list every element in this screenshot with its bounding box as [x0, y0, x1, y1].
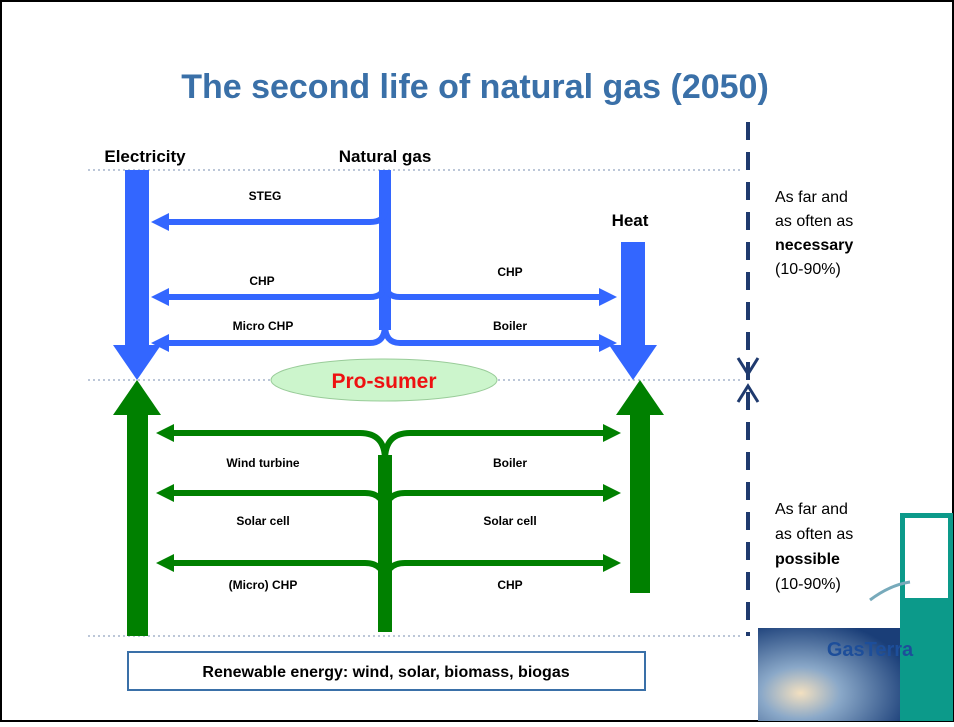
flow-label: Solar cell — [483, 514, 536, 528]
flow-label: CHP — [497, 578, 522, 592]
flow-label: CHP — [497, 265, 522, 279]
note-line: as often as — [775, 213, 853, 230]
note-line: As far and — [775, 501, 848, 518]
note-emphasis: possible — [775, 551, 840, 568]
flow-label: STEG — [249, 189, 282, 203]
flow-label: (Micro) CHP — [229, 578, 298, 592]
footer-text: Renewable energy: wind, solar, biomass, … — [202, 664, 569, 681]
slide: GasTerra The second life of natural gas … — [0, 0, 954, 722]
flow-label: Solar cell — [236, 514, 289, 528]
electricity-label: Electricity — [104, 147, 186, 166]
flow-label: Wind turbine — [226, 456, 300, 470]
note-line: As far and — [775, 189, 848, 206]
flow-label: CHP — [249, 274, 274, 288]
heat-label: Heat — [612, 211, 649, 230]
natural-gas-label: Natural gas — [339, 147, 432, 166]
prosumer-label: Pro-sumer — [331, 370, 436, 393]
flow-label: Boiler — [493, 319, 527, 333]
title: The second life of natural gas (2050) — [181, 68, 769, 106]
logo-text: GasTerra — [827, 639, 914, 661]
flow-label: Micro CHP — [233, 319, 294, 333]
note-range: (10-90%) — [775, 576, 841, 593]
note-emphasis: necessary — [775, 237, 853, 254]
note-range: (10-90%) — [775, 261, 841, 278]
note-line: as often as — [775, 526, 853, 543]
flow-label: Boiler — [493, 456, 527, 470]
logo-band-gap — [905, 518, 948, 598]
